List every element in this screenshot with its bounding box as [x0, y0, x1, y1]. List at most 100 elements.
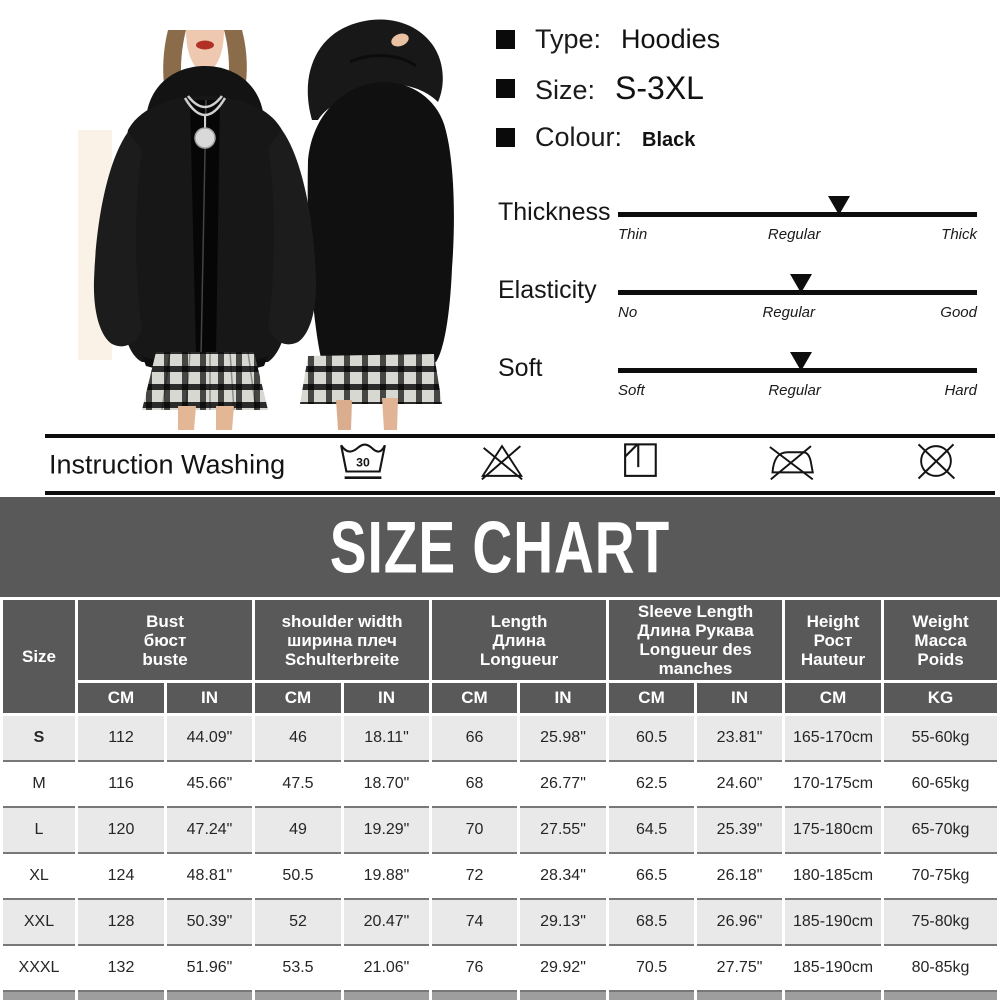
header-line: Масса	[914, 630, 967, 650]
unit-header: CM	[432, 683, 518, 716]
value-cell: 66	[432, 716, 518, 762]
size-chart-table: Size Bust бюст buste shoulder width шири…	[0, 600, 1000, 1000]
attribute-colour: Colour: Black	[496, 122, 720, 153]
column-header-length: Length Длина Longueur	[432, 600, 607, 683]
sleeve	[93, 132, 142, 347]
unit-header: CM	[255, 683, 341, 716]
slider-track	[618, 352, 977, 373]
slider-name: Elasticity	[498, 276, 597, 304]
value-cell: 128	[78, 900, 164, 946]
leg	[336, 400, 352, 430]
thickness-slider: Thickness Thin Regular Thick	[490, 196, 990, 274]
column-header-shoulder-width: shoulder width ширина плеч Schulterbreit…	[255, 600, 430, 683]
hand-glimpse	[391, 33, 409, 47]
value-cell: 60.5	[609, 716, 695, 762]
value-cell: 65-70kg	[884, 808, 998, 854]
table-row: S 112 44.09" 46 18.11" 66 25.98" 60.5 23.81" 165-…	[3, 716, 998, 762]
product-photo	[50, 0, 470, 430]
value-cell: 26.96"	[697, 900, 783, 946]
plaid-skirt-back	[300, 354, 442, 404]
header-line: бюст	[143, 630, 187, 650]
value-cell: 18.70"	[344, 762, 430, 808]
table-row: M 116 45.66" 47.5 18.70" 68 26.77" 62.5 24.60" 17…	[3, 762, 998, 808]
scale-center: Regular	[767, 226, 821, 243]
value-cell: 19.29"	[344, 808, 430, 854]
value-cell: 116	[78, 762, 164, 808]
do-not-dry-clean-icon	[907, 440, 965, 482]
column-header-weight: Weight Масса Poids	[884, 600, 998, 683]
value-cell: 72	[432, 854, 518, 900]
table-header: Size Bust бюст buste shoulder width шири…	[3, 600, 998, 716]
value-cell: 185-190cm	[785, 900, 882, 946]
strip-cell	[344, 992, 430, 1000]
dry-in-shade-icon	[611, 440, 669, 482]
column-header-size: Size	[3, 600, 75, 716]
strip-cell	[167, 992, 252, 1000]
value-cell: 55-60kg	[884, 716, 998, 762]
svg-text:30: 30	[356, 455, 370, 469]
table-row: XL 124 48.81" 50.5 19.88" 72 28.34" 66.5 26.18" 1…	[3, 854, 998, 900]
attribute-value: S-3XL	[615, 70, 704, 106]
value-cell: 46	[255, 716, 341, 762]
header-line: Weight	[912, 611, 969, 631]
value-cell: 175-180cm	[785, 808, 882, 854]
header-line: Poids	[917, 649, 964, 669]
unit-header: IN	[520, 683, 607, 716]
unit-header: IN	[167, 683, 252, 716]
value-cell: 47.5	[255, 762, 341, 808]
value-cell: 44.09"	[167, 716, 252, 762]
value-cell: 25.39"	[697, 808, 783, 854]
slider-scale: No Regular Good	[618, 304, 977, 321]
value-cell: 27.55"	[520, 808, 607, 854]
strip-cell	[785, 992, 882, 1000]
size-cell: XL	[3, 854, 75, 900]
header-line: Height	[806, 611, 860, 631]
value-cell: 45.66"	[167, 762, 252, 808]
value-cell: 27.75"	[697, 946, 783, 992]
column-header-height: Height Рост Hauteur	[785, 600, 882, 683]
value-cell: 18.11"	[344, 716, 430, 762]
value-cell: 76	[432, 946, 518, 992]
header-line: manches	[658, 659, 733, 678]
value-cell: 23.81"	[697, 716, 783, 762]
value-cell: 165-170cm	[785, 716, 882, 762]
value-cell: 52	[255, 900, 341, 946]
scale-right: Good	[940, 304, 977, 321]
size-cell: S	[3, 716, 75, 762]
header-line: ширина плеч	[287, 630, 397, 650]
attribute-type: Type: Hoodies	[496, 24, 720, 55]
value-cell: 20.47"	[344, 900, 430, 946]
size-cell: M	[3, 762, 75, 808]
square-bullet-icon	[496, 30, 515, 49]
header-line: Schulterbreite	[284, 649, 400, 669]
size-chart-section: SIZE CHART Size Bust бюст buste s	[0, 497, 1000, 1000]
unit-header: CM	[785, 683, 882, 716]
leg	[382, 398, 398, 430]
do-not-iron-icon	[761, 440, 819, 482]
value-cell: 170-175cm	[785, 762, 882, 808]
strip-cell	[78, 992, 164, 1000]
value-cell: 51.96"	[167, 946, 252, 992]
size-cell: L	[3, 808, 75, 854]
value-cell: 47.24"	[167, 808, 252, 854]
value-cell: 28.34"	[520, 854, 607, 900]
attribute-label: Colour:	[535, 122, 623, 152]
value-cell: 62.5	[609, 762, 695, 808]
washing-label: Instruction Washing	[49, 449, 286, 479]
header-line: Bust	[146, 611, 184, 631]
elasticity-slider: Elasticity No Regular Good	[490, 274, 990, 352]
size-chart-banner: SIZE CHART	[0, 497, 1000, 597]
value-cell: 26.18"	[697, 854, 783, 900]
attribute-label: Type:	[535, 24, 602, 54]
header-line: Длина Рукава	[637, 621, 754, 640]
unit-header: IN	[697, 683, 783, 716]
strip-cell	[255, 992, 341, 1000]
value-cell: 29.92"	[520, 946, 607, 992]
value-cell: 68.5	[609, 900, 695, 946]
slider-marker-icon	[790, 274, 813, 293]
value-cell: 70-75kg	[884, 854, 998, 900]
header-line: shoulder width	[281, 611, 403, 631]
value-cell: 66.5	[609, 854, 695, 900]
header-line: Hauteur	[800, 649, 866, 669]
